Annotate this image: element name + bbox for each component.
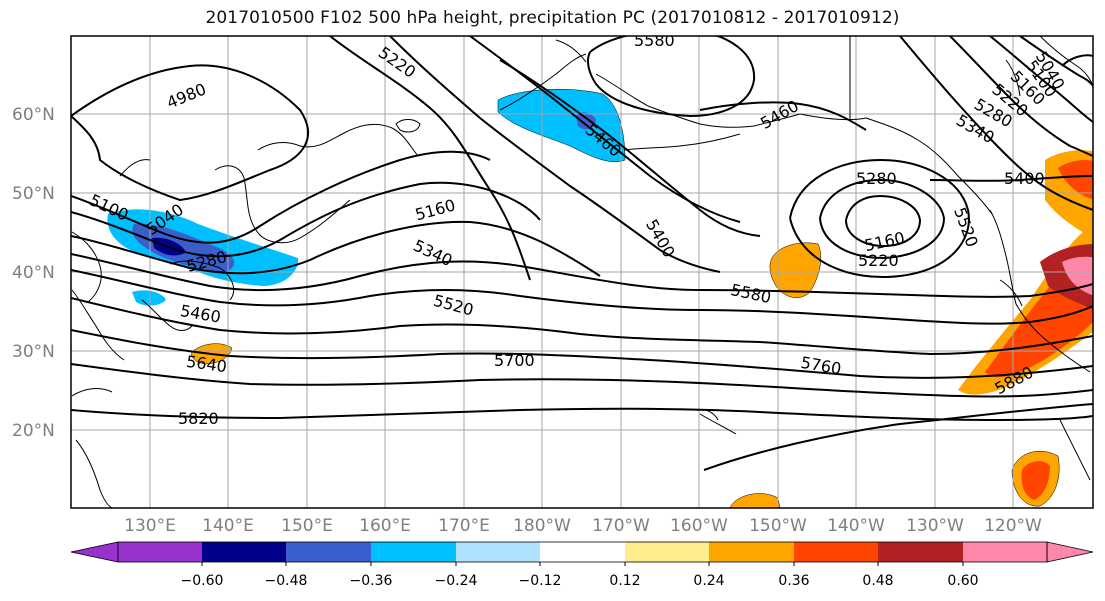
lon-label: 160°E [359, 516, 411, 536]
colorbar-segment [540, 542, 625, 562]
lat-label: 60°N [12, 105, 55, 125]
lon-label: 150°E [281, 516, 333, 536]
lat-label: 50°N [12, 184, 55, 204]
lat-label: 20°N [12, 421, 55, 441]
colorbar-tick: 0.24 [693, 573, 724, 589]
precip-shading [107, 88, 1093, 508]
colorbar-segment [202, 542, 286, 562]
colorbar-extend-high [1046, 541, 1094, 563]
colorbar-segment [625, 542, 709, 562]
colorbar-segment [456, 542, 540, 562]
map-title: 2017010500 F102 500 hPa height, precipit… [205, 8, 900, 28]
colorbar-extend-low [70, 541, 119, 563]
lon-label: 120°W [984, 516, 1042, 536]
contour-label: 5220 [858, 251, 899, 270]
contour-label: 5700 [494, 351, 535, 370]
height-contours [71, 36, 1093, 471]
map-border [70, 35, 1094, 509]
colorbar-tick: 0.48 [862, 573, 893, 589]
longitude-labels: 130°E 140°E 150°E 160°E 170°E 180°W 170°… [124, 516, 1042, 536]
lon-label: 160°W [670, 516, 728, 536]
colorbar-tick: −0.60 [181, 573, 224, 589]
colorbar: −0.60 −0.48 −0.36 −0.24 −0.12 0.12 0.24 … [70, 541, 1094, 589]
colorbar-segment [286, 542, 371, 562]
lon-label: 170°W [592, 516, 650, 536]
lon-label: 130°W [906, 516, 964, 536]
lon-label: 150°W [749, 516, 807, 536]
lon-label: 130°E [124, 516, 176, 536]
colorbar-segment [963, 542, 1047, 562]
colorbar-segment [118, 542, 202, 562]
lon-label: 170°E [438, 516, 490, 536]
contour-label: 5820 [178, 409, 219, 428]
graticule [71, 36, 1093, 508]
colorbar-tick: 0.60 [947, 573, 978, 589]
lon-label: 180°W [513, 516, 571, 536]
contour-label: 5400 [1004, 169, 1045, 188]
coastlines [71, 36, 1093, 508]
lat-label: 40°N [12, 263, 55, 283]
contour-label: 5280 [856, 169, 897, 188]
colorbar-tick: 0.36 [778, 573, 809, 589]
lon-label: 140°W [827, 516, 885, 536]
colorbar-tick: −0.48 [265, 573, 308, 589]
colorbar-tick: −0.24 [435, 573, 478, 589]
contour-label: 5580 [634, 31, 675, 50]
lon-label: 140°E [202, 516, 254, 536]
colorbar-segment [878, 542, 963, 562]
colorbar-tick: −0.12 [519, 573, 562, 589]
colorbar-tick: −0.36 [350, 573, 393, 589]
latitude-labels: 60°N 50°N 40°N 30°N 20°N [12, 105, 55, 441]
colorbar-segment [794, 542, 878, 562]
colorbar-segment [371, 542, 456, 562]
lat-label: 30°N [12, 342, 55, 362]
colorbar-tick: 0.12 [609, 573, 640, 589]
colorbar-segment [709, 542, 794, 562]
